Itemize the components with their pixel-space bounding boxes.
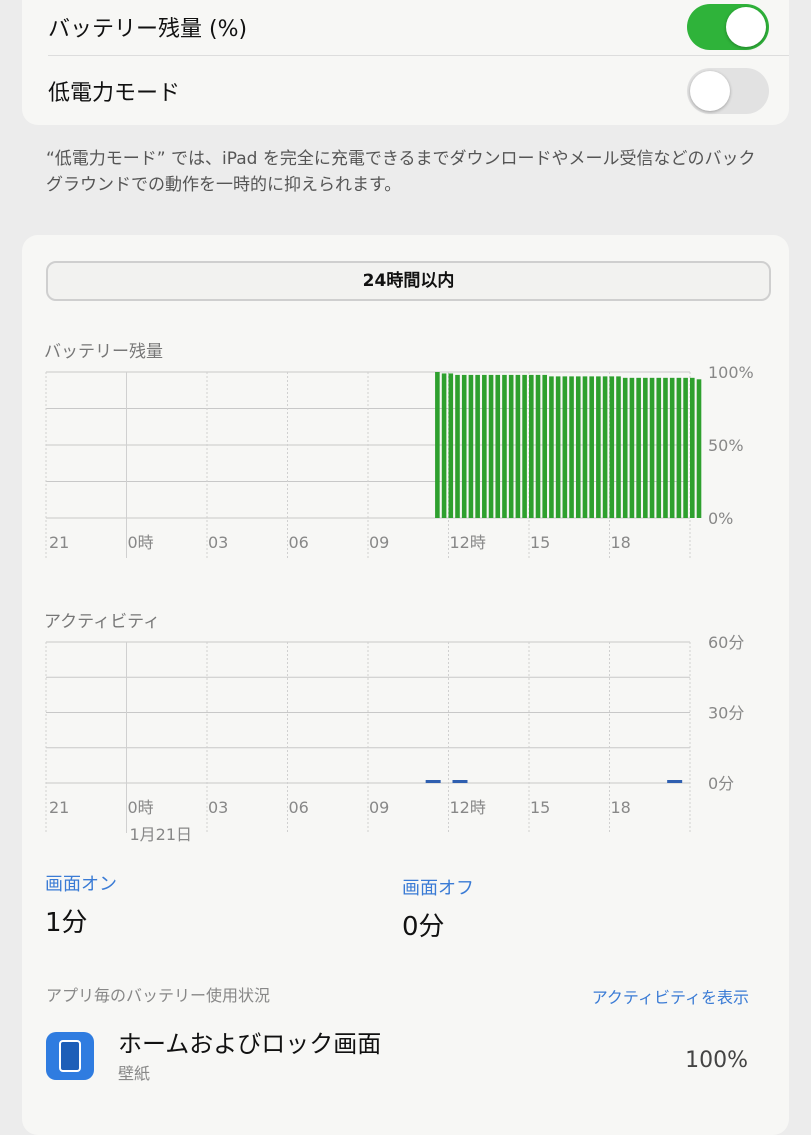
- screen-on-label: 画面オン: [45, 874, 117, 895]
- battery-bar: [589, 376, 594, 518]
- y-tick-label: 60分: [708, 633, 744, 652]
- x-tick-label: 0時: [128, 533, 154, 552]
- app-percent: 100%: [685, 1048, 748, 1073]
- battery-bar: [482, 374, 487, 518]
- battery-bar: [468, 374, 474, 518]
- app-name: ホームおよびロック画面: [118, 1030, 382, 1058]
- battery-bar: [542, 374, 548, 518]
- battery-bar: [683, 377, 688, 518]
- y-tick-label: 100%: [708, 363, 754, 382]
- battery-bar: [508, 374, 514, 518]
- x-tick-label: 09: [369, 798, 389, 817]
- x-tick-label: 12時: [450, 798, 486, 817]
- x-tick-label: 03: [208, 533, 228, 552]
- screen-on-value: 1分: [45, 908, 88, 938]
- battery-bar: [602, 376, 608, 518]
- battery-bar: [455, 374, 460, 518]
- battery-bar: [535, 374, 541, 518]
- battery-bar: [529, 374, 534, 518]
- battery-chart-title: バッテリー残量: [44, 342, 163, 362]
- x-tick-label: 18: [611, 798, 631, 817]
- battery-usage-card: 24時間以内 バッテリー残量 アクティビティ: [22, 235, 789, 1135]
- y-tick-label: 30分: [708, 704, 744, 723]
- battery-bar: [502, 374, 507, 518]
- battery-bar: [488, 374, 494, 518]
- y-tick-label: 0%: [708, 509, 733, 528]
- battery-bar: [643, 377, 648, 518]
- battery-bar: [596, 376, 601, 518]
- battery-bar: [656, 377, 662, 518]
- battery-bar: [616, 376, 621, 518]
- y-tick-label: 50%: [708, 436, 744, 455]
- battery-bar: [575, 376, 581, 518]
- x-tick-label: 15: [530, 798, 550, 817]
- low-power-note: “低電力モード” では、iPad を完全に充電できるまでダウンロードやメール受信…: [46, 149, 756, 195]
- battery-bar: [515, 374, 521, 518]
- battery-bar: [562, 376, 568, 518]
- battery-bar: [636, 377, 641, 518]
- date-label: 1月21日: [130, 825, 193, 844]
- segment-24h[interactable]: 24時間以内: [46, 261, 771, 301]
- x-tick-label: 06: [289, 798, 309, 817]
- battery-bar: [441, 373, 447, 518]
- x-tick-label: 21: [49, 798, 69, 817]
- x-tick-label: 09: [369, 533, 389, 552]
- battery-bar: [448, 373, 454, 518]
- home-lock-screen-icon: [46, 1032, 94, 1080]
- battery-percentage-toggle[interactable]: [687, 4, 769, 50]
- screen-off-value: 0分: [402, 912, 445, 942]
- battery-bar: [522, 374, 527, 518]
- app-row[interactable]: ホームおよびロック画面 壁紙 100%: [46, 1020, 756, 1083]
- activity-bar: [425, 780, 441, 783]
- x-tick-label: 03: [208, 798, 228, 817]
- x-tick-label: 18: [611, 533, 631, 552]
- y-tick-label: 0分: [708, 774, 734, 793]
- x-tick-label: 0時: [128, 798, 154, 817]
- low-power-label: 低電力モード: [48, 81, 181, 106]
- toggles-card: バッテリー残量 (%) 低電力モード: [22, 0, 789, 125]
- battery-bar: [582, 376, 588, 518]
- show-activity-link[interactable]: アクティビティを表示: [591, 988, 749, 1007]
- battery-bar: [690, 377, 695, 518]
- x-tick-label: 12時: [450, 533, 486, 552]
- battery-bar: [629, 377, 635, 518]
- x-tick-label: 15: [530, 533, 550, 552]
- battery-bar: [676, 377, 682, 518]
- battery-bar: [475, 374, 480, 518]
- battery-bar: [461, 374, 467, 518]
- battery-bar: [649, 377, 655, 518]
- divider: [48, 55, 789, 56]
- screen-off-label: 画面オフ: [402, 878, 474, 899]
- battery-bar: [495, 374, 501, 518]
- battery-bar: [663, 377, 668, 518]
- app-sub: 壁紙: [118, 1064, 151, 1083]
- activity-chart-title: アクティビティ: [44, 612, 161, 632]
- battery-bar: [609, 376, 615, 518]
- battery-percentage-row: バッテリー残量 (%): [48, 0, 769, 56]
- battery-bar: [622, 377, 628, 518]
- battery-bar: [435, 372, 440, 518]
- battery-bar: [569, 376, 574, 518]
- charts: 21 0時 03 06 09 12時 15 18 100% 50% 0% 21 0時 03 06 09 12時 1…: [45, 363, 754, 844]
- low-power-toggle[interactable]: [687, 68, 769, 114]
- battery-percentage-label: バッテリー残量 (%): [48, 17, 248, 42]
- battery-bar: [555, 376, 561, 518]
- x-tick-label: 21: [49, 533, 69, 552]
- battery-bar: [696, 379, 702, 518]
- battery-bar: [549, 376, 554, 518]
- x-tick-label: 06: [289, 533, 309, 552]
- battery-bar: [669, 377, 675, 518]
- low-power-row: 低電力モード: [48, 62, 769, 120]
- activity-bar: [667, 780, 683, 783]
- activity-bar: [452, 780, 468, 783]
- app-usage-title: アプリ毎のバッテリー使用状況: [46, 986, 271, 1005]
